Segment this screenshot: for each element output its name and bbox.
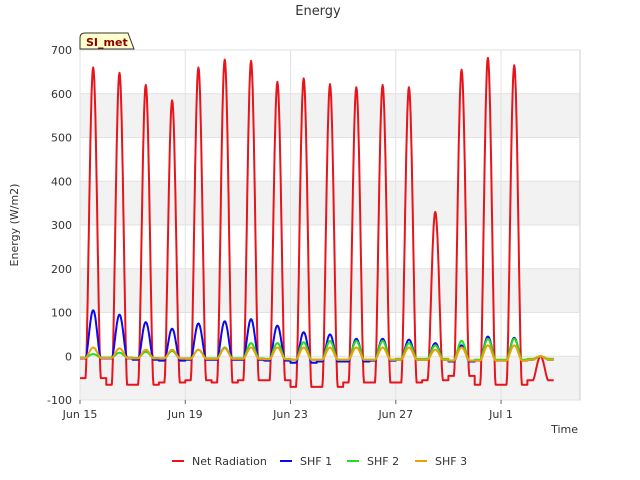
site-label: SI_met [86,36,128,49]
legend-label: Net Radiation [192,455,267,468]
site-label-box: SI_met [79,32,135,50]
y-tick-label: -100 [47,394,72,407]
series-lines [80,56,555,388]
x-tick-label: Jul 1 [488,408,513,421]
y-tick-label: 400 [51,175,72,188]
x-tick-label: Jun 23 [272,408,308,421]
legend-label: SHF 1 [300,455,332,468]
background-band [80,93,580,138]
y-tick-label: 500 [51,132,72,145]
x-tick-label: Jun 27 [377,408,413,421]
x-axis-ticks: Jun 15 Jun 19 Jun 23 Jun 27 Jul 1 [62,400,513,421]
y-tick-label: 700 [51,44,72,57]
y-axis-label: Energy (W/m2) [8,184,21,267]
chart-title: Energy [295,4,341,19]
background-band [80,225,580,269]
legend-label: SHF 3 [435,455,467,468]
x-tick-label: Jun 19 [167,408,203,421]
y-tick-label: 100 [51,307,72,320]
y-tick-label: 600 [51,88,72,101]
background-band [80,137,580,182]
x-axis-label: Time [550,423,578,436]
y-tick-label: 200 [51,263,72,276]
background-band [80,181,580,225]
background-band [80,356,580,400]
series-line [80,56,555,388]
y-tick-label: 0 [65,350,72,363]
y-axis-ticks: -100 0 100 200 300 400 500 600 700 [47,44,72,407]
y-tick-label: 300 [51,219,72,232]
background-band [80,268,580,313]
legend: Net Radiation SHF 1 SHF 2 SHF 3 [172,455,467,468]
gridlines [79,49,580,401]
x-tick-label: Jun 15 [62,408,98,421]
series-line [80,344,555,362]
legend-label: SHF 2 [367,455,399,468]
